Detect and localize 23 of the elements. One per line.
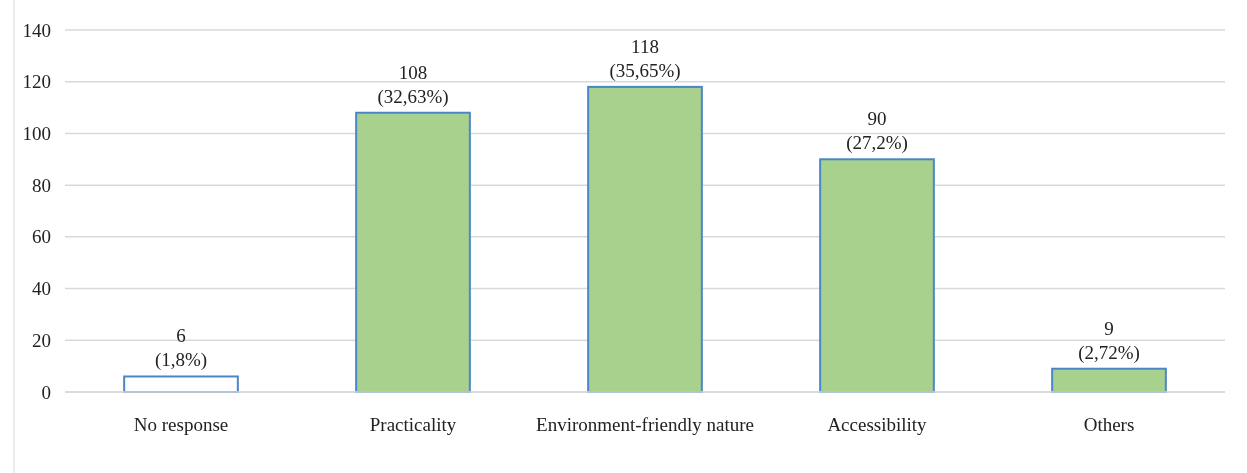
y-tick-label: 80 (32, 174, 51, 196)
bar (355, 111, 471, 393)
y-tick-label: 120 (22, 71, 51, 93)
bar (819, 158, 935, 393)
data-label: 90 (27,2%) (846, 108, 908, 155)
y-tick-label: 100 (22, 123, 51, 145)
x-tick-label: Accessibility (827, 414, 928, 435)
y-tick-label: 60 (32, 226, 51, 248)
y-tick-label: 140 (22, 19, 51, 41)
bar (1051, 367, 1167, 393)
x-tick-label: Practicality (369, 414, 457, 435)
data-label: 6 (1,8%) (154, 325, 208, 372)
data-label: 118 (35,65%) (609, 35, 681, 82)
x-tick-label: No response (133, 414, 229, 435)
bar (587, 85, 703, 393)
y-tick-label: 0 (41, 381, 51, 403)
y-tick-label: 40 (32, 278, 51, 300)
bar (123, 375, 239, 393)
y-tick-label: 20 (32, 329, 51, 351)
data-label: 108 (32,63%) (377, 61, 449, 108)
data-label: 9 (2,72%) (1078, 317, 1140, 364)
x-tick-label: Environment-friendly nature (536, 414, 754, 435)
x-tick-label: Others (1083, 414, 1135, 435)
